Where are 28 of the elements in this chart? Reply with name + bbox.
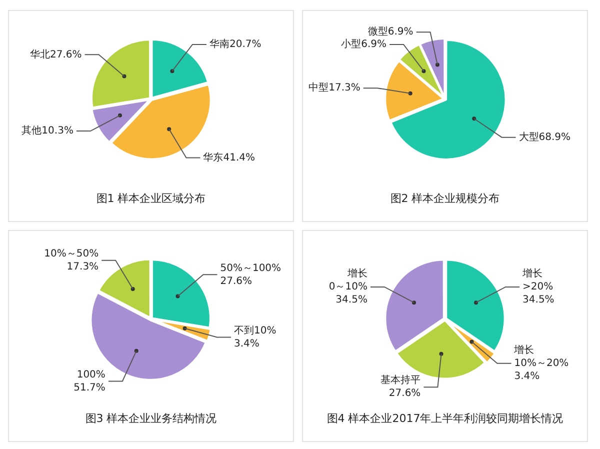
slice-label: 其他10.3% xyxy=(22,124,74,137)
data-label: 27.6% xyxy=(220,276,252,287)
data-label: 34.5% xyxy=(522,294,554,306)
slice-label: 中型17.3% xyxy=(308,82,360,94)
slice-label: 大型68.9% xyxy=(518,130,571,143)
text: 图3 样本企业业务结构情况 xyxy=(84,411,218,426)
data-label: 3.4% xyxy=(514,370,540,382)
text: 图2 样本企业规模分布 xyxy=(389,191,501,206)
data-label: 34.5% xyxy=(336,294,368,306)
slice-label: 华南20.7% xyxy=(209,38,262,50)
slice-label: 基本持平 xyxy=(380,374,421,386)
text: 图4 样本企业2017年上半年利润较同期增长情况 xyxy=(326,411,564,426)
slice-label: 不到10% xyxy=(234,325,276,336)
slice-label: 增长 >20% xyxy=(522,268,554,293)
data-label: 3.4% xyxy=(234,338,260,350)
slice-label: 华北27.6% xyxy=(30,48,82,60)
slice-label: 50%～100% xyxy=(220,262,282,274)
data-label: 17.3% xyxy=(66,261,99,272)
slice-label: 华东41.4% xyxy=(203,151,256,164)
slice-label: 小型6.9% xyxy=(341,38,387,50)
data-label: 51.7% xyxy=(74,382,106,394)
slice-label: 增长 10%～20% xyxy=(513,344,569,369)
slice-label: 10%～50% xyxy=(44,248,99,260)
text: 图1 样本企业区域分布 xyxy=(95,191,207,206)
slice-label: 微型6.9% xyxy=(368,26,414,38)
data-label: 27.6% xyxy=(388,388,421,400)
slice-label: 100% xyxy=(76,369,106,380)
slice-label: 增长 0～10% xyxy=(328,268,368,293)
